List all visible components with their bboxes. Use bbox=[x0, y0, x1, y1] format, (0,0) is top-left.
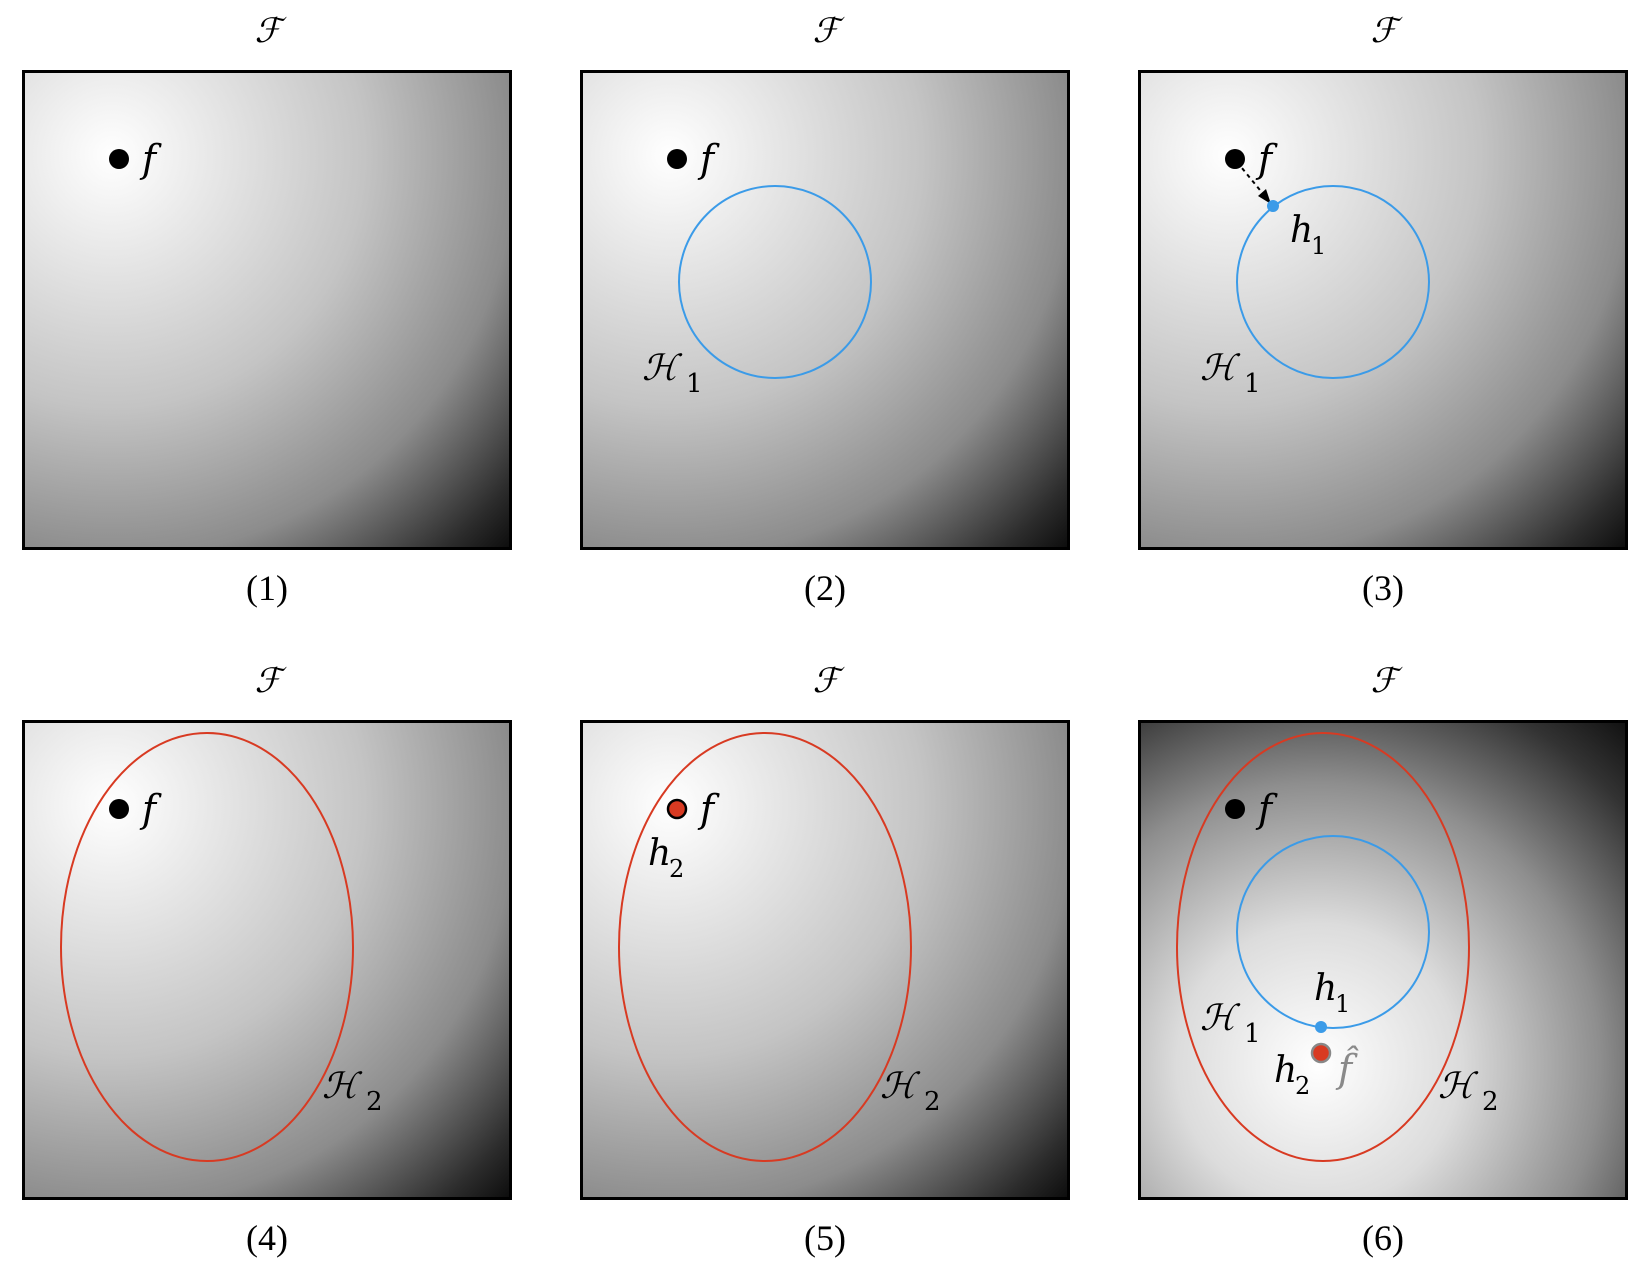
space-label: ℱ bbox=[813, 661, 846, 701]
h2-point-subscript: 2 bbox=[1295, 1072, 1310, 1100]
panel-caption: (2) bbox=[804, 568, 846, 608]
h2-set-label: ℋ bbox=[880, 1066, 921, 1107]
target-f-point bbox=[109, 799, 129, 819]
hypothesis-set-2-ellipse bbox=[618, 732, 912, 1162]
h2-point bbox=[666, 798, 688, 820]
hypothesis-set-2-ellipse bbox=[1176, 732, 1470, 1162]
h1-set-label: ℋ bbox=[642, 348, 683, 389]
panel-4: ℱ f ℋ 2 (4) bbox=[22, 661, 512, 1258]
space-label: ℱ bbox=[1371, 661, 1404, 701]
target-f-point bbox=[109, 149, 129, 169]
h1-set-label: ℋ bbox=[1200, 998, 1241, 1039]
panel-6: ℱ f h 1 h 2 f̂ ℋ 1 ℋ 2 (6) bbox=[1138, 661, 1628, 1258]
h1-point-subscript: 1 bbox=[1311, 232, 1326, 260]
projection-arrowhead bbox=[1258, 189, 1271, 204]
panel-2: ℱ f ℋ 1 (2) bbox=[580, 11, 1070, 608]
function-space-gradient bbox=[1138, 70, 1628, 550]
h2-point-subscript: 2 bbox=[669, 855, 684, 883]
hypothesis-set-1-circle bbox=[678, 185, 872, 379]
h2-set-label: ℋ bbox=[322, 1066, 363, 1107]
h2-set-label: ℋ bbox=[1438, 1066, 1479, 1107]
h2-set-subscript: 2 bbox=[366, 1087, 383, 1117]
h1-set-label: ℋ bbox=[1200, 348, 1241, 389]
projection-arrow bbox=[1236, 161, 1265, 196]
panel-caption: (6) bbox=[1362, 1218, 1404, 1258]
h2-set-subscript: 2 bbox=[924, 1087, 941, 1117]
space-label: ℱ bbox=[1371, 11, 1404, 51]
panel-caption: (3) bbox=[1362, 568, 1404, 608]
function-space-gradient bbox=[580, 70, 1070, 550]
panel-border bbox=[22, 720, 512, 1200]
target-f-point bbox=[1225, 799, 1245, 819]
function-space-gradient bbox=[22, 70, 512, 550]
panel-border bbox=[22, 70, 512, 550]
target-f-point bbox=[1225, 149, 1245, 169]
panel-3: ℱ f h 1 ℋ 1 (3) bbox=[1138, 11, 1628, 608]
h1-point bbox=[1315, 1021, 1327, 1033]
panel-5: ℱ f h 2 ℋ 2 (5) bbox=[580, 661, 1070, 1258]
panel-border bbox=[1138, 70, 1628, 550]
panel-border bbox=[1138, 720, 1628, 1200]
h2-point bbox=[1310, 1042, 1332, 1064]
hypothesis-set-2-ellipse bbox=[60, 732, 354, 1162]
h2-point-label: h bbox=[1274, 1050, 1297, 1091]
h1-set-subscript: 1 bbox=[1244, 1019, 1261, 1049]
h1-point bbox=[1267, 200, 1279, 212]
panel-caption: (4) bbox=[246, 1218, 288, 1258]
hypothesis-set-1-circle bbox=[1236, 835, 1430, 1029]
h2-set-subscript: 2 bbox=[1482, 1087, 1499, 1117]
h1-point-label: h bbox=[1314, 968, 1337, 1009]
function-space-gradient bbox=[22, 720, 512, 1200]
space-label: ℱ bbox=[255, 11, 288, 51]
h2-point-label: h bbox=[648, 833, 671, 874]
function-space-gradient bbox=[1138, 720, 1628, 1200]
h1-set-subscript: 1 bbox=[1244, 369, 1261, 399]
h1-point-label: h bbox=[1290, 210, 1313, 251]
panel-border bbox=[580, 720, 1070, 1200]
space-label: ℱ bbox=[813, 11, 846, 51]
panel-1: ℱ f (1) bbox=[22, 11, 512, 608]
panel-caption: (1) bbox=[246, 568, 288, 608]
panel-caption: (5) bbox=[804, 1218, 846, 1258]
h1-point-subscript: 1 bbox=[1335, 990, 1350, 1018]
hypothesis-set-1-circle bbox=[1236, 185, 1430, 379]
space-label: ℱ bbox=[255, 661, 288, 701]
h1-set-subscript: 1 bbox=[686, 369, 703, 399]
panel-border bbox=[580, 70, 1070, 550]
function-space-gradient bbox=[580, 720, 1070, 1200]
target-f-point bbox=[667, 149, 687, 169]
